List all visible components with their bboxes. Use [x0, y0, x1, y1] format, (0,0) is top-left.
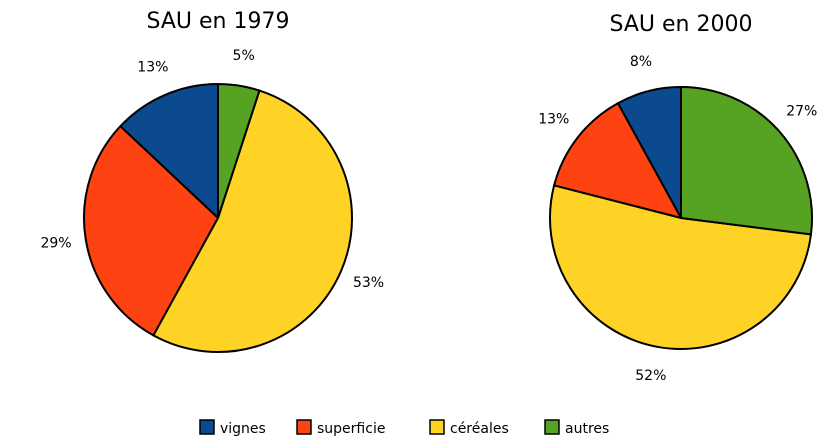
data-label: 27% [786, 104, 817, 120]
pie-slice [680, 85, 813, 236]
data-label: 8% [630, 54, 652, 70]
pie-slice [152, 89, 353, 353]
pie-slice [552, 101, 683, 220]
legend-swatch [544, 419, 560, 435]
data-label: 53% [353, 275, 384, 291]
legend-label: autres [565, 421, 609, 437]
legend-swatch [429, 419, 445, 435]
legend-label: superficie [317, 421, 385, 437]
data-label: 13% [538, 111, 569, 127]
pie-slice [118, 82, 219, 221]
data-label: 13% [137, 59, 168, 75]
pie-slice [83, 124, 220, 337]
legend-swatch [199, 419, 215, 435]
chart-title: SAU en 2000 [610, 12, 753, 37]
data-label: 29% [40, 236, 71, 252]
pie-slice [217, 82, 261, 219]
chart-title: SAU en 1979 [147, 9, 290, 34]
data-label: 52% [635, 368, 666, 384]
legend-label: céréales [450, 421, 509, 437]
legend-label: vignes [220, 421, 266, 437]
data-label: 5% [233, 48, 255, 64]
legend-swatch [296, 419, 312, 435]
